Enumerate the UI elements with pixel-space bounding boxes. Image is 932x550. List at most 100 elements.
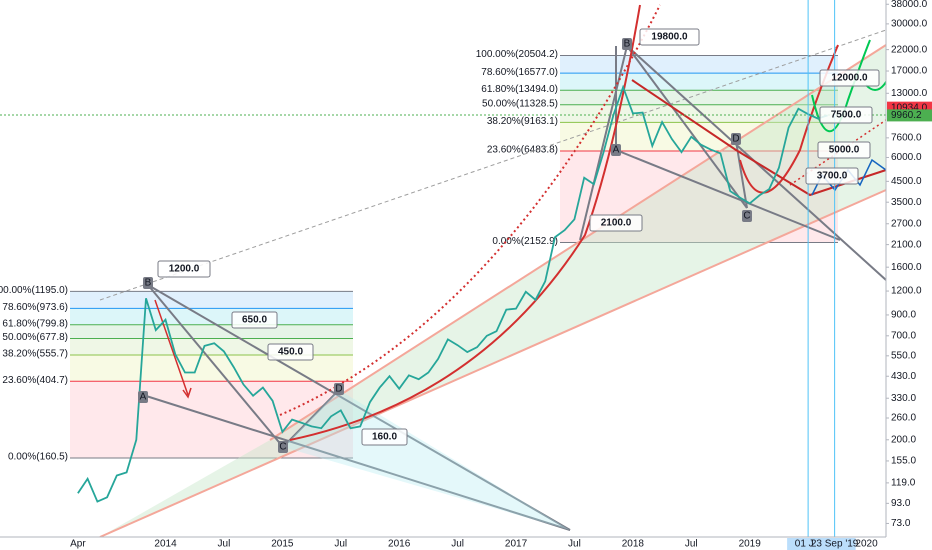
y-tick-label: 13000.0 xyxy=(891,88,928,99)
fib-label: 100.00%(20504.2) xyxy=(476,49,558,60)
triangle xyxy=(283,390,570,530)
fib-band xyxy=(70,324,353,339)
date-marker-label: 01 Jul xyxy=(795,539,822,550)
time-axis xyxy=(0,537,886,550)
point-label: C xyxy=(743,211,750,222)
y-tick-label: 330.0 xyxy=(891,393,916,404)
y-tick-label: 38000.0 xyxy=(891,0,928,10)
fib-band xyxy=(560,73,838,91)
fib-label: 78.60%(973.6) xyxy=(2,302,68,313)
y-tick-label: 900.0 xyxy=(891,310,916,321)
trend-line xyxy=(147,284,284,448)
fib-band xyxy=(560,55,838,74)
y-tick-label: 550.0 xyxy=(891,350,916,361)
y-tick-label: 4500.0 xyxy=(891,176,922,187)
x-tick-label: Jul xyxy=(451,539,464,550)
dashed-trend xyxy=(99,29,887,301)
y-tick-label: 2100.0 xyxy=(891,239,922,250)
price-axis xyxy=(886,0,932,550)
y-tick-label: 1600.0 xyxy=(891,262,922,273)
x-tick-label: 2015 xyxy=(271,539,294,550)
fib-band xyxy=(560,104,838,123)
y-tick-label: 7600.0 xyxy=(891,132,922,143)
callout-box xyxy=(361,428,408,446)
price-line xyxy=(77,84,828,503)
price-series xyxy=(77,84,828,503)
x-tick-label: Jul xyxy=(218,539,231,550)
callout-label: 5000.0 xyxy=(829,145,860,156)
fib-label: 38.20%(9163.1) xyxy=(487,116,558,127)
callout-label: 12000.0 xyxy=(831,73,868,84)
x-tick-label: 2016 xyxy=(388,539,411,550)
fib-label: 23.60%(404.7) xyxy=(2,375,68,386)
callout-box xyxy=(589,214,643,232)
y-tick-label: 17000.0 xyxy=(891,66,928,77)
fib-band xyxy=(560,90,838,105)
fib-label: 23.60%(6483.8) xyxy=(487,145,558,156)
y-tick-label: 1200.0 xyxy=(891,286,922,297)
fib-label: 61.80%(799.8) xyxy=(2,318,68,329)
point-label: A xyxy=(613,145,620,156)
trend-line xyxy=(615,149,841,241)
channel-lower xyxy=(99,189,887,538)
y-tick-label: 93.0 xyxy=(891,498,911,509)
point-label: C xyxy=(279,442,286,453)
y-tick-label: 73.0 xyxy=(891,518,911,529)
dotted-parabola xyxy=(279,4,661,416)
date-marker-label: 23 Sep '19 xyxy=(811,539,859,550)
y-tick-label: 119.0 xyxy=(891,478,916,489)
y-tick-label: 22000.0 xyxy=(891,44,928,55)
fib-label: 50.00%(677.8) xyxy=(2,332,68,343)
y-tick-label: 3500.0 xyxy=(891,197,922,208)
y-tick-label: 260.0 xyxy=(891,413,916,424)
x-tick-label: Jul xyxy=(334,539,347,550)
y-tick-label: 155.0 xyxy=(891,456,916,467)
y-tick-label: 2700.0 xyxy=(891,218,922,229)
fib-label: 78.60%(16577.0) xyxy=(481,67,558,78)
point-label: A xyxy=(140,392,147,403)
point-box xyxy=(278,441,288,453)
point-box xyxy=(138,391,148,403)
callout-label: 1200.0 xyxy=(169,264,200,275)
point-label: D xyxy=(335,384,342,395)
price-label: 10934.0 xyxy=(891,102,928,113)
x-tick-label: Jul xyxy=(685,539,698,550)
callout-label: 450.0 xyxy=(278,347,303,358)
fib-label: 61.80%(13494.0) xyxy=(481,84,558,95)
dotted-line xyxy=(789,119,887,186)
y-tick-label: 6000.0 xyxy=(891,152,922,163)
point-label: D xyxy=(732,134,739,145)
point-label: B xyxy=(624,39,631,50)
point-box xyxy=(611,144,621,156)
axes: 38000.0 30000.0 22000.0 17000.0 13000.0 7600.… xyxy=(70,0,932,550)
callout-box xyxy=(267,343,314,361)
x-tick-label: 2019 xyxy=(739,539,762,550)
labels: 1200.0 650.0 450.0 160.0 2100.0 19800.0 12000.… xyxy=(138,0,880,537)
y-tick-label: 430.0 xyxy=(891,371,916,382)
fib-band xyxy=(70,291,353,309)
fib-label: 0.00%(2152.9) xyxy=(492,236,558,247)
y-tick-label: 200.0 xyxy=(891,434,916,445)
trend-line xyxy=(142,394,571,531)
callout-label: 2100.0 xyxy=(601,218,632,229)
point-box xyxy=(622,38,632,50)
x-tick-label: 2020 xyxy=(855,539,878,550)
arrow-head xyxy=(182,387,192,399)
callout-box xyxy=(157,260,211,278)
y-tick-label: 700.0 xyxy=(891,330,916,341)
point-box xyxy=(742,210,752,222)
fib-label: 38.20%(555.7) xyxy=(2,349,68,360)
channel-upper xyxy=(269,44,887,441)
date-marker-bg xyxy=(813,538,856,550)
price-label-bg xyxy=(887,109,932,122)
arrow xyxy=(154,299,189,396)
x-tick-label: 2018 xyxy=(622,539,645,550)
price-label: 9960.2 xyxy=(891,110,922,121)
parabola xyxy=(289,4,641,441)
trend-line xyxy=(282,389,340,448)
y-tick-label: 30000.0 xyxy=(891,19,928,30)
x-tick-label: 2014 xyxy=(154,539,177,550)
callout-box xyxy=(817,141,871,159)
callout-box xyxy=(231,311,278,329)
point-label: B xyxy=(145,278,152,289)
